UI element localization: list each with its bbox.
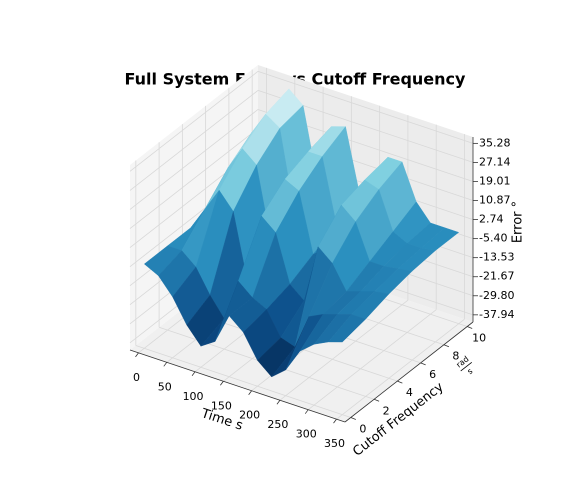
z-tick-label: -13.53 bbox=[479, 251, 514, 264]
x-tick-label: 0 bbox=[133, 371, 140, 384]
tick-mark bbox=[191, 371, 196, 377]
x-tick-label: 150 bbox=[211, 399, 232, 412]
fraction-bar bbox=[460, 362, 473, 372]
tick-mark bbox=[135, 352, 139, 358]
grid-line bbox=[257, 70, 474, 144]
x-tick-label: 100 bbox=[183, 390, 204, 403]
z-tick-label: -29.80 bbox=[479, 289, 514, 302]
surface-patch bbox=[327, 314, 366, 343]
grid-line bbox=[307, 309, 437, 410]
tick-mark bbox=[248, 390, 252, 395]
grid-line bbox=[129, 71, 259, 172]
z-tick-label: 27.14 bbox=[479, 155, 511, 168]
tick-mark bbox=[443, 344, 450, 348]
y-tick-label: 2 bbox=[383, 404, 390, 417]
y-tick-label: 0 bbox=[359, 422, 366, 435]
grid-line bbox=[129, 128, 259, 229]
tick-mark bbox=[467, 326, 473, 329]
y-tick-label: 10 bbox=[472, 332, 486, 345]
y-tick-label: 6 bbox=[429, 368, 436, 381]
tick-mark bbox=[163, 362, 168, 367]
tick-mark bbox=[333, 418, 337, 424]
z-tick-label: 2.74 bbox=[479, 213, 504, 226]
tick-mark bbox=[373, 398, 380, 402]
grid-line bbox=[129, 90, 259, 191]
y-tick-label: 8 bbox=[452, 350, 459, 363]
tick-mark bbox=[276, 399, 281, 405]
tick-mark bbox=[420, 362, 426, 366]
tick-mark bbox=[397, 380, 403, 384]
y-axis-unit-den: s bbox=[466, 367, 475, 377]
z-tick-label: -5.40 bbox=[479, 232, 507, 245]
y-tick-label: 4 bbox=[406, 386, 413, 399]
z-axis-label: Error ° bbox=[511, 201, 526, 243]
grid-line bbox=[135, 345, 351, 418]
x-axis bbox=[129, 349, 346, 423]
z-tick-label: 19.01 bbox=[479, 174, 511, 187]
grid-line bbox=[336, 318, 465, 420]
x-tick-label: 250 bbox=[267, 418, 288, 431]
z-tick-label: 35.28 bbox=[479, 136, 511, 149]
z-tick-label: -21.67 bbox=[479, 270, 514, 283]
z-tick-label: -37.94 bbox=[479, 308, 514, 321]
x-tick-label: 50 bbox=[158, 380, 172, 393]
grid-line bbox=[279, 299, 409, 401]
x-tick-label: 200 bbox=[239, 409, 260, 422]
x-tick-label: 300 bbox=[296, 428, 317, 441]
tick-mark bbox=[350, 417, 356, 420]
grid-line bbox=[129, 109, 259, 210]
x-tick-label: 350 bbox=[324, 437, 345, 450]
tick-mark bbox=[304, 409, 309, 414]
tick-mark bbox=[220, 381, 224, 386]
z-tick-label: 10.87 bbox=[479, 194, 511, 207]
y-axis bbox=[344, 321, 474, 423]
